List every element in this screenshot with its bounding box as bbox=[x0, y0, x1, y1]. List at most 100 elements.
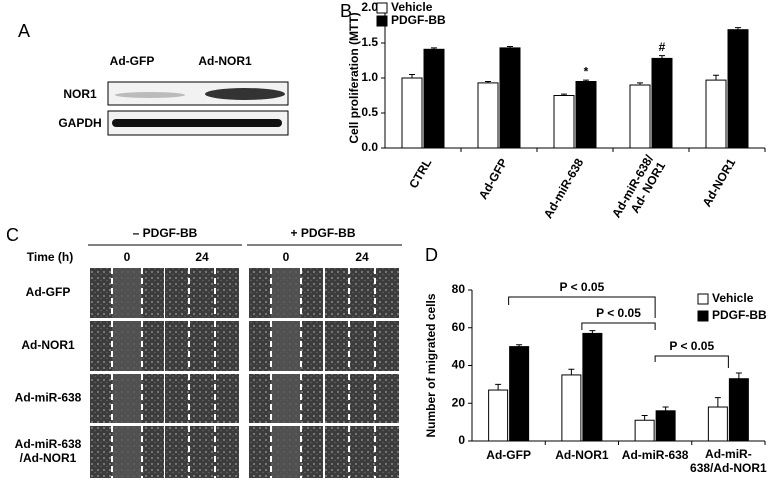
blot-band bbox=[112, 119, 282, 127]
row-label: Ad-miR-638/Ad-NOR1 bbox=[15, 437, 82, 465]
significance-label: P < 0.05 bbox=[559, 280, 604, 294]
micrograph bbox=[165, 321, 239, 371]
row-label: Ad-GFP bbox=[26, 285, 71, 299]
bar bbox=[705, 79, 727, 149]
time-header: 24 bbox=[355, 250, 369, 264]
y-tick-label: 0.0 bbox=[361, 140, 378, 154]
x-tick-label: Ad-GFP bbox=[486, 448, 531, 462]
blot-column: Ad-NOR1 bbox=[198, 54, 252, 68]
x-tick-label: Ad-miR-638/Ad-NOR1 bbox=[690, 447, 767, 475]
blot-band bbox=[115, 92, 185, 98]
micrograph bbox=[165, 268, 239, 318]
significance-mark: # bbox=[659, 40, 666, 54]
time-header: 0 bbox=[124, 250, 131, 264]
legend-swatch bbox=[376, 2, 388, 14]
x-tick-label: Ad-NOR1 bbox=[555, 448, 609, 462]
y-tick-label: 20 bbox=[452, 395, 466, 409]
scratch-gap bbox=[112, 374, 142, 423]
panel-label: C bbox=[6, 225, 19, 245]
error-bar bbox=[495, 383, 502, 391]
x-tick-label: Ad-miR-638/Ad- NOR1 bbox=[609, 152, 668, 227]
y-tick-label: 0 bbox=[458, 433, 465, 447]
y-tick-label: 40 bbox=[452, 358, 466, 372]
error-bar bbox=[641, 415, 648, 421]
blot-band bbox=[205, 88, 285, 100]
error-bar bbox=[735, 372, 742, 379]
bar bbox=[575, 81, 597, 149]
panel-label: A bbox=[18, 21, 30, 41]
legend-swatch bbox=[697, 310, 709, 322]
bar bbox=[707, 406, 728, 442]
micrograph bbox=[325, 426, 399, 478]
y-tick-label: 0.5 bbox=[361, 105, 378, 119]
y-tick-label: 60 bbox=[452, 320, 466, 334]
bar bbox=[477, 82, 499, 149]
error-bar bbox=[735, 27, 741, 30]
bar bbox=[499, 47, 521, 149]
y-tick-label: 1.5 bbox=[361, 35, 378, 49]
y-tick-label: 80 bbox=[452, 282, 466, 296]
time-label: Time (h) bbox=[27, 250, 73, 264]
text-line: Ad-miR- bbox=[705, 447, 752, 461]
bar bbox=[488, 389, 509, 442]
row-label: Ad-NOR1 bbox=[21, 338, 75, 352]
blot-row: NOR1 bbox=[63, 87, 97, 101]
bar bbox=[651, 57, 673, 149]
bar bbox=[728, 378, 749, 442]
bar bbox=[423, 48, 445, 149]
scratch-gap bbox=[271, 426, 301, 478]
condition-header: + PDGF-BB bbox=[290, 226, 355, 240]
legend-label: Vehicle bbox=[712, 291, 754, 305]
panel-label: D bbox=[425, 245, 438, 265]
error-bar bbox=[637, 82, 643, 85]
bar bbox=[509, 346, 530, 442]
text-line: /Ad-NOR1 bbox=[20, 451, 77, 465]
bar bbox=[401, 77, 423, 149]
error-bar bbox=[568, 368, 575, 375]
error-bar bbox=[409, 74, 415, 78]
error-bar bbox=[714, 397, 721, 408]
significance-label: P < 0.05 bbox=[669, 339, 714, 353]
legend-label: PDGF-BB bbox=[391, 13, 446, 27]
x-tick-label: CTRL bbox=[406, 156, 434, 191]
condition-header: – PDGF-BB bbox=[133, 226, 198, 240]
blot-column: Ad-GFP bbox=[110, 54, 155, 68]
bar bbox=[553, 95, 575, 149]
micrograph bbox=[325, 374, 399, 423]
x-tick-label: Ad-miR-638 bbox=[541, 156, 587, 221]
scratch-gap bbox=[112, 426, 142, 478]
scratch-gap bbox=[271, 374, 301, 423]
x-tick-label: Ad-NOR1 bbox=[700, 156, 739, 209]
text-line: 638/Ad-NOR1 bbox=[690, 461, 767, 475]
row-label: Ad-miR-638 bbox=[15, 391, 82, 405]
micrograph bbox=[325, 321, 399, 371]
micrograph bbox=[165, 426, 239, 478]
x-tick-label: Ad-GFP bbox=[476, 156, 510, 202]
error-bar bbox=[485, 81, 491, 83]
error-bar bbox=[662, 406, 669, 411]
scratch-gap bbox=[112, 268, 142, 318]
blot-row: GAPDH bbox=[58, 116, 101, 130]
significance-mark: * bbox=[584, 64, 589, 78]
bar bbox=[655, 410, 676, 442]
bar bbox=[634, 419, 655, 442]
text-line: Ad-miR-638 bbox=[15, 437, 82, 451]
error-bar bbox=[659, 55, 665, 59]
error-bar bbox=[431, 47, 437, 50]
scratch-gap bbox=[112, 321, 142, 371]
panel-label: B bbox=[340, 1, 352, 21]
scratch-gap bbox=[271, 321, 301, 371]
bar bbox=[629, 84, 651, 149]
bar bbox=[582, 332, 603, 442]
significance-bracket bbox=[508, 296, 656, 318]
significance-bracket bbox=[581, 322, 656, 330]
micrograph bbox=[165, 374, 239, 423]
error-bar bbox=[507, 46, 513, 48]
y-axis-label: Cell proliferation (MTT) bbox=[347, 12, 361, 143]
y-axis-label: Number of migrated cells bbox=[424, 293, 438, 437]
bar bbox=[727, 29, 749, 149]
error-bar bbox=[561, 93, 567, 96]
micrograph bbox=[325, 268, 399, 318]
error-bar bbox=[516, 344, 523, 347]
